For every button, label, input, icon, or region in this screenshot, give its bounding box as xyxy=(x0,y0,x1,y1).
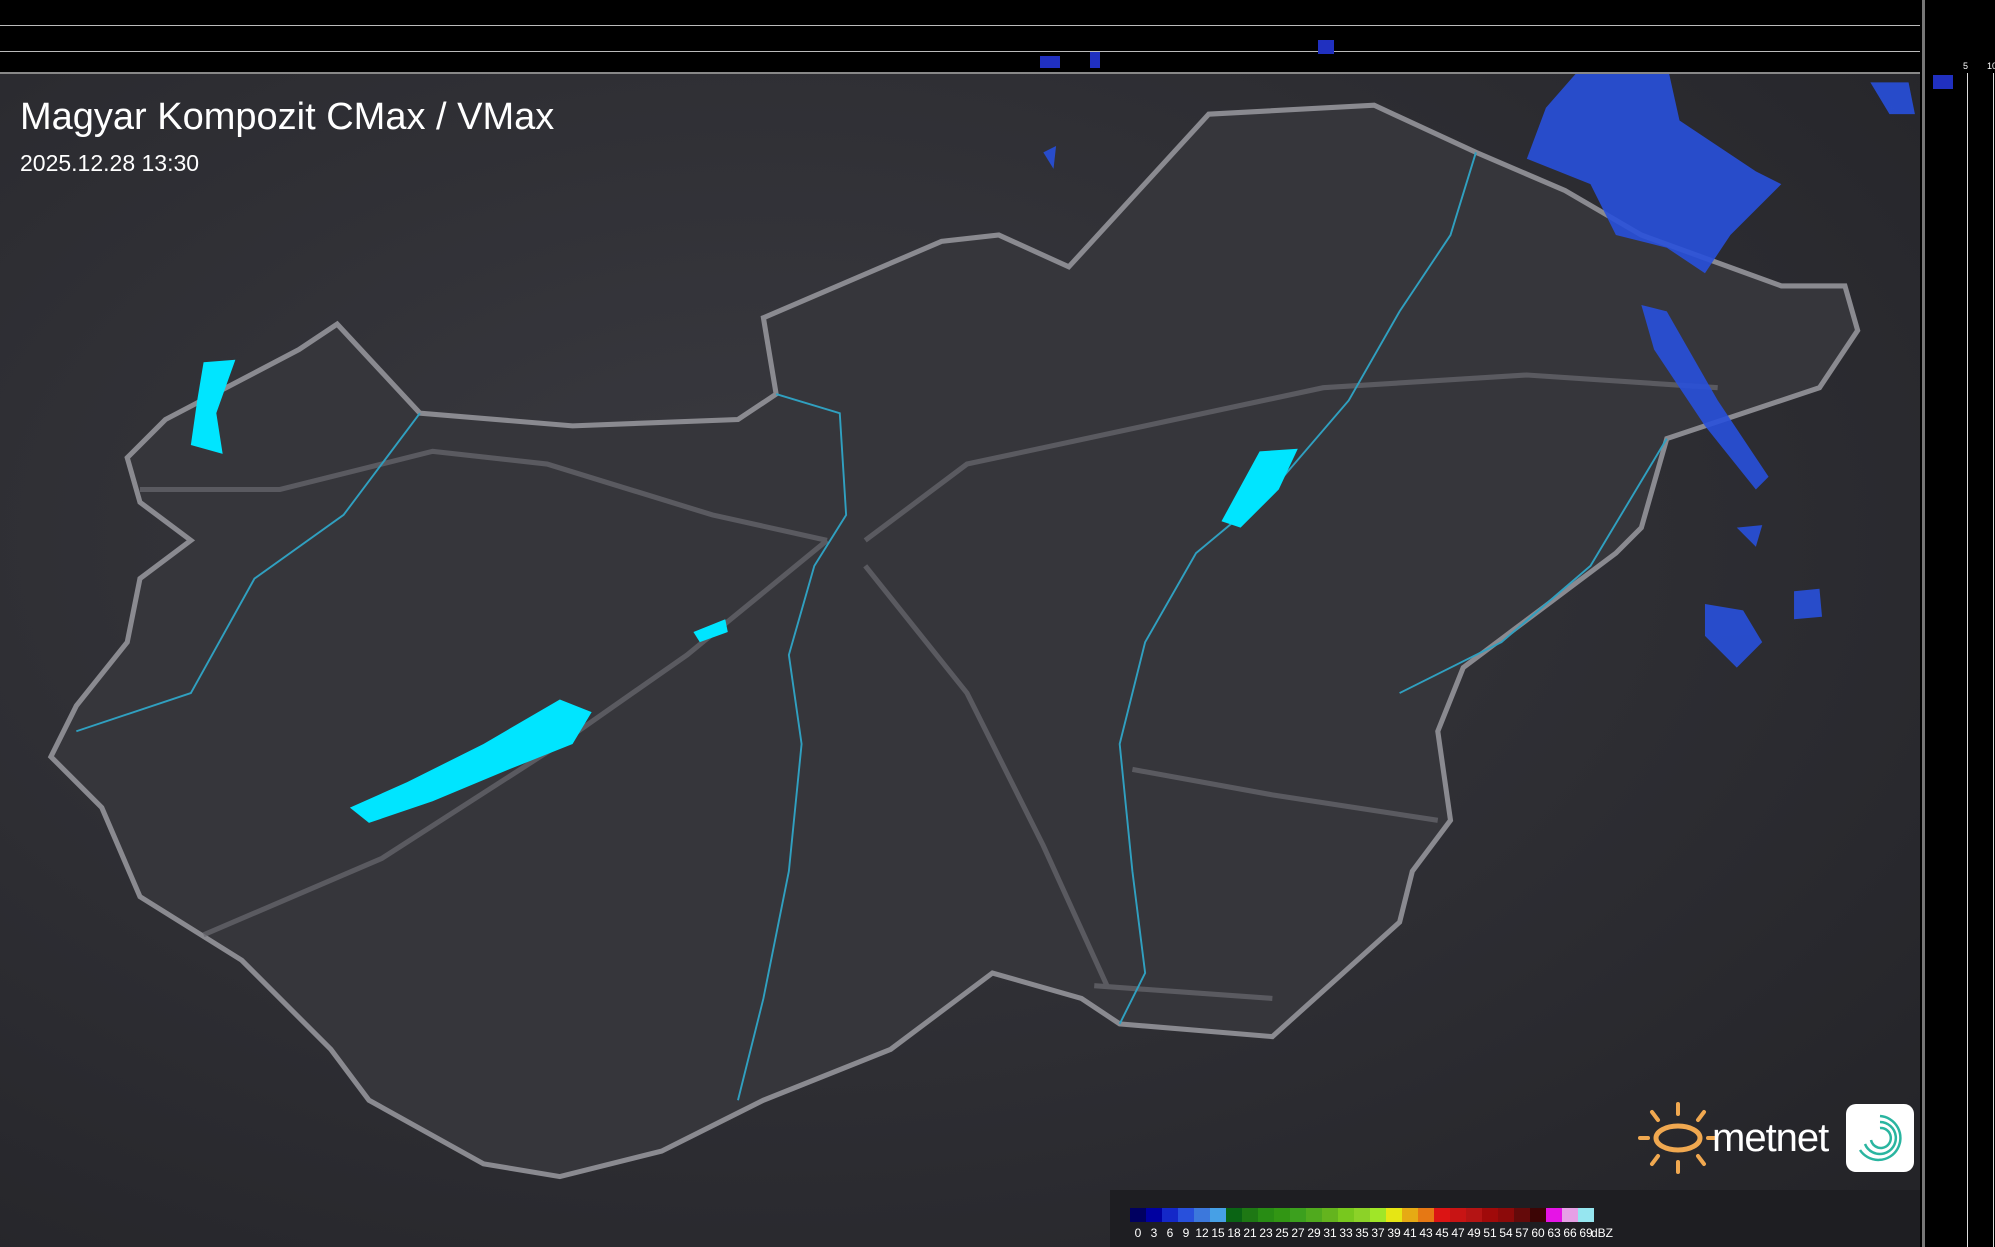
legend-label: 66 xyxy=(1563,1226,1577,1240)
legend-label: 27 xyxy=(1291,1226,1305,1240)
map-timestamp: 2025.12.28 13:30 xyxy=(20,150,200,176)
legend-swatch xyxy=(1178,1208,1194,1222)
swirl-icon xyxy=(1859,1114,1902,1162)
legend-swatch xyxy=(1226,1208,1242,1222)
legend-swatch xyxy=(1130,1208,1146,1222)
legend-swatch xyxy=(1466,1208,1482,1222)
legend-label: 23 xyxy=(1259,1226,1273,1240)
profile-echo xyxy=(1090,52,1100,68)
legend-unit: dBZ xyxy=(1590,1226,1613,1240)
country-border xyxy=(47,102,1861,1180)
legend-label: 9 xyxy=(1182,1226,1190,1240)
legend-swatch xyxy=(1546,1208,1562,1222)
profile-baseline xyxy=(0,72,1920,74)
legend-swatch xyxy=(1450,1208,1466,1222)
legend-label: 35 xyxy=(1355,1226,1369,1240)
legend-swatch xyxy=(1290,1208,1306,1222)
legend-label: 18 xyxy=(1227,1226,1241,1240)
radar-map[interactable] xyxy=(0,73,1920,1247)
lakes xyxy=(190,359,1298,823)
legend-label: 21 xyxy=(1243,1226,1257,1240)
legend-label: 12 xyxy=(1195,1226,1209,1240)
legend-swatch xyxy=(1194,1208,1210,1222)
profile-echo xyxy=(1040,56,1060,68)
gridline-10 xyxy=(0,25,1920,26)
legend-swatch xyxy=(1498,1208,1514,1222)
legend-label: 45 xyxy=(1435,1226,1449,1240)
dbz-color-legend: 0 3 6 9 12 15 18 21 23 25 27 29 31 33 35 37 39 41 43 45 47 49… xyxy=(1110,1190,1920,1247)
radar-echoes xyxy=(1043,73,1915,668)
legend-label: 31 xyxy=(1323,1226,1337,1240)
profile-echo xyxy=(1318,40,1334,54)
gridline-5 xyxy=(1967,73,1968,1247)
lake-neusiedl xyxy=(190,359,236,454)
legend-label: 63 xyxy=(1547,1226,1561,1240)
legend-label: 51 xyxy=(1483,1226,1497,1240)
map-title: Magyar Kompozit CMax / VMax xyxy=(20,96,555,138)
legend-swatch xyxy=(1242,1208,1258,1222)
profile-echo xyxy=(1933,75,1953,89)
legend-swatch xyxy=(1162,1208,1178,1222)
legend-label: 54 xyxy=(1499,1226,1513,1240)
legend-label: 37 xyxy=(1371,1226,1385,1240)
legend-label: 60 xyxy=(1531,1226,1545,1240)
legend-label: 57 xyxy=(1515,1226,1529,1240)
legend-label: 0 xyxy=(1134,1226,1142,1240)
legend-label: 33 xyxy=(1339,1226,1353,1240)
legend-swatch xyxy=(1514,1208,1530,1222)
tick-label: 10 xyxy=(1987,61,1995,71)
legend-label: 43 xyxy=(1419,1226,1433,1240)
legend-label: 49 xyxy=(1467,1226,1481,1240)
legend-swatch xyxy=(1274,1208,1290,1222)
legend-swatch xyxy=(1386,1208,1402,1222)
legend-label: 25 xyxy=(1275,1226,1289,1240)
rivers xyxy=(76,152,1668,1101)
legend-label: 6 xyxy=(1166,1226,1174,1240)
app-logo xyxy=(1846,1104,1915,1172)
legend-swatches xyxy=(1130,1208,1594,1222)
logo-text: metnet xyxy=(1712,1115,1829,1160)
legend-label: 15 xyxy=(1211,1226,1225,1240)
legend-swatch xyxy=(1370,1208,1386,1222)
lake-balaton xyxy=(349,699,592,823)
vertical-profile-right: 5 10 xyxy=(1922,0,1995,1247)
legend-swatch xyxy=(1578,1208,1594,1222)
legend-label: 3 xyxy=(1150,1226,1158,1240)
vertical-profile-top: 10 5 xyxy=(0,0,1934,74)
legend-label: 29 xyxy=(1307,1226,1321,1240)
hungary-map xyxy=(47,73,1915,1180)
legend-label: 69 xyxy=(1579,1226,1593,1240)
legend-swatch xyxy=(1434,1208,1450,1222)
gridline-10 xyxy=(1993,73,1994,1247)
lake-velence xyxy=(693,619,728,643)
lake-tisza xyxy=(1221,448,1298,528)
legend-swatch xyxy=(1354,1208,1370,1222)
legend-swatch xyxy=(1146,1208,1162,1222)
legend-swatch xyxy=(1418,1208,1434,1222)
legend-label: 39 xyxy=(1387,1226,1401,1240)
metnet-logo[interactable]: metnet xyxy=(1638,1100,1915,1176)
gridline-5 xyxy=(0,51,1920,52)
legend-swatch xyxy=(1402,1208,1418,1222)
sun-icon xyxy=(1638,1102,1718,1174)
legend-swatch xyxy=(1258,1208,1274,1222)
legend-swatch xyxy=(1306,1208,1322,1222)
legend-label: 41 xyxy=(1403,1226,1417,1240)
legend-swatch xyxy=(1482,1208,1498,1222)
roads xyxy=(139,372,1718,1001)
legend-swatch xyxy=(1322,1208,1338,1222)
legend-swatch xyxy=(1338,1208,1354,1222)
legend-swatch xyxy=(1210,1208,1226,1222)
tick-label: 5 xyxy=(1963,61,1969,71)
legend-swatch xyxy=(1530,1208,1546,1222)
legend-labels: 0 3 6 9 12 15 18 21 23 25 27 29 31 33 35 37 39 41 43 45 47 49… xyxy=(1122,1226,1613,1240)
legend-label: 47 xyxy=(1451,1226,1465,1240)
legend-swatch xyxy=(1562,1208,1578,1222)
